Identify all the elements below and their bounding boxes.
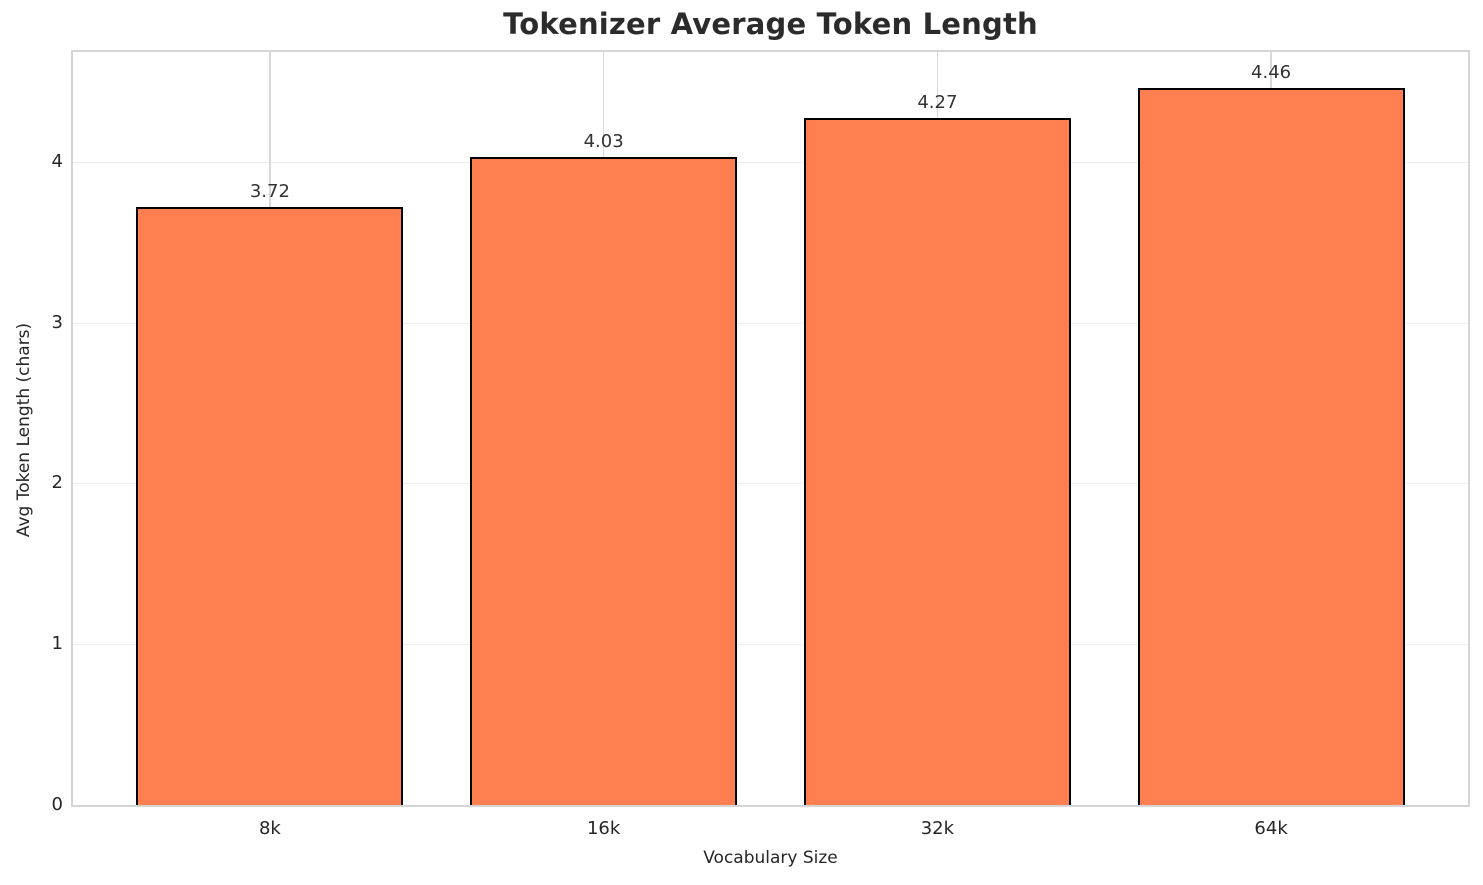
y-tick-label: 0 <box>51 794 63 815</box>
x-tick-label: 16k <box>586 818 621 839</box>
y-tick-label: 2 <box>51 472 63 494</box>
chart-title: Tokenizer Average Token Length <box>503 7 1038 41</box>
x-tick-label: 32k <box>920 818 955 839</box>
bar-value-label: 4.03 <box>583 131 624 152</box>
plot-area: 3.72 4.03 4.27 4.46 <box>71 50 1470 807</box>
y-tick-label: 4 <box>51 150 63 172</box>
y-axis-label: Avg Token Length (chars) <box>14 322 34 538</box>
gridline-horizontal <box>73 483 1468 485</box>
bar <box>803 118 1071 805</box>
x-axis-label: Vocabulary Size <box>703 848 838 868</box>
bar-value-label: 4.27 <box>917 92 958 114</box>
gridline-horizontal <box>73 644 1468 646</box>
bar-value-label: 4.46 <box>1251 61 1292 83</box>
bar-value-label: 3.72 <box>249 180 290 202</box>
bar <box>1137 87 1405 805</box>
gridline-horizontal <box>73 161 1468 163</box>
x-tick-label: 64k <box>1254 818 1288 839</box>
y-tick-label: 1 <box>51 633 63 655</box>
gridline-horizontal <box>73 322 1468 324</box>
x-tick-label: 8k <box>258 818 281 839</box>
bar <box>470 157 738 805</box>
y-tick-label: 3 <box>51 311 63 333</box>
bar <box>136 206 404 805</box>
